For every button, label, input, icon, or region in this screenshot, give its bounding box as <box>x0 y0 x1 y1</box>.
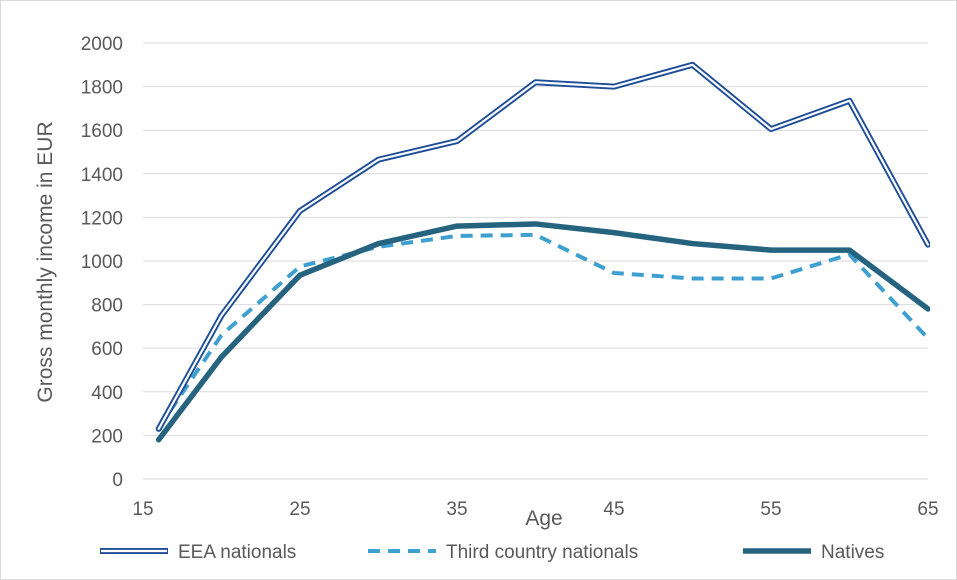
x-axis-ticks: 15 25 35 45 55 65 <box>132 499 938 520</box>
y-axis-ticks: 0 200 400 600 800 1000 1200 1400 1600 1800 2000 <box>81 34 123 491</box>
y-tick-label: 1600 <box>81 121 123 142</box>
legend-label: EEA nationals <box>178 542 296 563</box>
y-tick-label: 0 <box>112 470 123 491</box>
x-tick-label: 35 <box>446 499 467 520</box>
series-natives <box>155 221 930 443</box>
y-tick-label: 1200 <box>81 208 123 229</box>
legend-item: EEA nationals <box>100 542 296 563</box>
series-layer <box>155 61 930 443</box>
x-tick-label: 55 <box>760 499 781 520</box>
y-tick-label: 2000 <box>81 34 123 55</box>
x-tick-label: 25 <box>289 499 310 520</box>
y-tick-label: 200 <box>91 426 123 447</box>
series-line-inner <box>157 63 930 430</box>
x-tick-label: 45 <box>603 499 624 520</box>
y-tick-label: 400 <box>91 383 123 404</box>
series-eea-nationals <box>155 61 930 432</box>
legend-label: Third country nationals <box>446 542 638 563</box>
y-tick-label: 1400 <box>81 165 123 186</box>
series-third-country-nationals <box>157 232 930 429</box>
legend: EEA nationals Third country nationals Nati… <box>100 542 884 563</box>
y-tick-label: 1800 <box>81 78 123 99</box>
y-axis-title: Gross monthly income in EUR <box>34 121 57 402</box>
series-line <box>155 221 930 443</box>
y-tick-label: 600 <box>91 339 123 360</box>
series-line <box>157 232 930 429</box>
x-tick-label: 15 <box>132 499 153 520</box>
x-axis-title: Age <box>525 507 562 530</box>
y-tick-label: 1000 <box>81 252 123 273</box>
y-tick-label: 800 <box>91 296 123 317</box>
legend-item: Third country nationals <box>368 542 638 563</box>
legend-item: Natives <box>743 542 884 563</box>
legend-label: Natives <box>821 542 884 563</box>
x-tick-label: 65 <box>917 499 938 520</box>
gridlines <box>143 42 928 480</box>
